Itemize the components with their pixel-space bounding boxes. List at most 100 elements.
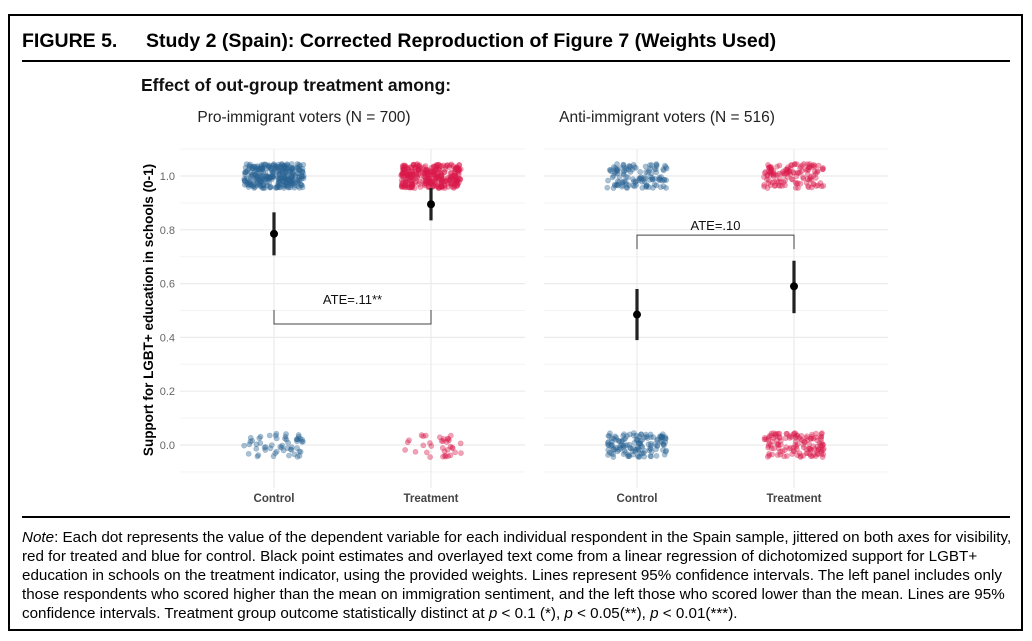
treatment-response-dot	[766, 177, 772, 184]
control-response-dot	[627, 164, 634, 171]
treatment-response-dot	[440, 453, 446, 460]
control-response-dot	[247, 178, 254, 185]
treatment-response-dot	[434, 175, 441, 182]
control-response-dot	[287, 446, 294, 453]
treatment-response-dot	[409, 181, 416, 188]
treatment-response-dot	[407, 171, 414, 178]
control-response-dot	[296, 161, 302, 168]
treatment-response-dot	[435, 173, 442, 180]
treatment-response-dot	[435, 185, 442, 191]
treatment-response-dot	[793, 446, 800, 453]
control-response-dot	[658, 439, 665, 445]
treatment-response-dot	[404, 182, 411, 189]
treatment-response-dot	[771, 178, 778, 185]
treatment-response-dot	[808, 162, 815, 169]
control-response-dot	[621, 447, 628, 454]
treatment-response-dot	[457, 176, 464, 183]
control-response-dot	[282, 168, 289, 175]
treatment-response-dot	[438, 179, 445, 185]
control-response-dot	[280, 447, 287, 454]
control-response-dot	[605, 442, 612, 448]
control-response-dot	[256, 181, 263, 188]
treatment-response-dot	[803, 433, 810, 440]
treatment-response-dot	[439, 184, 446, 191]
control-response-dot	[653, 446, 659, 453]
treatment-response-dot	[768, 170, 775, 177]
treatment-response-dot	[403, 172, 409, 179]
control-response-dot	[660, 183, 667, 190]
control-response-dot	[653, 163, 660, 170]
treatment-response-dot	[400, 166, 407, 173]
control-response-dot	[622, 165, 629, 172]
treatment-response-dot	[435, 161, 442, 168]
control-response-dot	[293, 164, 300, 171]
treatment-response-dot	[452, 170, 459, 177]
control-response-dot	[282, 433, 289, 440]
control-response-dot	[648, 449, 655, 455]
control-response-dot	[244, 181, 250, 188]
treatment-response-dot	[438, 183, 445, 190]
treatment-response-dot	[408, 174, 415, 181]
control-response-dot	[262, 173, 269, 180]
control-response-dot	[243, 161, 250, 168]
control-response-dot	[639, 450, 646, 456]
y-tick-label: 0.2	[160, 386, 175, 398]
note-text-2: < 0.1 (*),	[497, 605, 565, 622]
control-response-dot	[279, 161, 285, 167]
treatment-response-dot	[809, 431, 815, 438]
treatment-response-dot	[784, 166, 791, 173]
treatment-response-dot	[399, 170, 406, 177]
control-response-dot	[284, 161, 290, 168]
treatment-response-dot	[452, 178, 459, 185]
control-response-dot	[276, 163, 282, 170]
treatment-response-dot	[798, 432, 805, 439]
treatment-response-dot	[435, 185, 442, 191]
point-estimate	[790, 282, 798, 291]
treatment-response-dot	[404, 165, 411, 172]
treatment-response-dot	[409, 181, 416, 188]
treatment-response-dot	[415, 162, 422, 169]
control-response-dot	[272, 450, 279, 457]
control-response-dot	[605, 433, 612, 439]
control-response-dot	[624, 442, 630, 448]
chart-title: Effect of out-group treatment among:	[141, 75, 451, 95]
treatment-response-dot	[412, 179, 418, 186]
treatment-response-dot	[404, 172, 411, 179]
treatment-response-dot-group	[761, 161, 827, 191]
control-response-dot	[289, 180, 296, 187]
control-response-dot	[299, 168, 306, 175]
control-response-dot	[662, 448, 669, 455]
treatment-response-dot	[454, 182, 461, 189]
treatment-response-dot	[455, 167, 461, 173]
control-response-dot	[246, 162, 253, 169]
treatment-response-dot	[817, 441, 824, 448]
control-response-dot	[247, 173, 254, 180]
control-response-dot	[286, 177, 293, 184]
treatment-response-dot	[768, 445, 775, 452]
control-response-dot	[272, 173, 279, 179]
control-response-dot	[659, 431, 666, 438]
control-response-dot	[654, 436, 661, 443]
treatment-response-dot	[811, 163, 818, 169]
treatment-response-dot	[792, 430, 798, 436]
treatment-response-dot	[797, 163, 804, 170]
treatment-response-dot	[804, 161, 811, 168]
control-response-dot	[632, 164, 639, 171]
control-response-dot	[250, 177, 257, 184]
control-response-dot	[618, 438, 625, 445]
control-response-dot	[652, 441, 659, 447]
control-response-dot	[657, 176, 664, 182]
treatment-response-dot	[440, 177, 446, 184]
control-response-dot	[661, 451, 668, 458]
treatment-response-dot	[409, 170, 416, 176]
treatment-response-dot	[454, 168, 461, 175]
treatment-response-dot	[432, 174, 439, 181]
treatment-response-dot	[398, 177, 405, 184]
treatment-response-dot	[407, 174, 414, 180]
treatment-response-dot	[787, 171, 794, 178]
treatment-response-dot	[420, 177, 427, 184]
control-response-dot	[281, 164, 287, 171]
control-response-dot	[288, 166, 295, 173]
control-response-dot	[261, 444, 268, 451]
control-response-dot	[284, 445, 291, 452]
